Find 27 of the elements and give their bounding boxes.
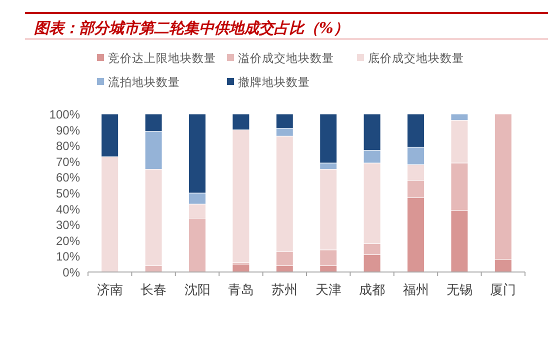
y-tick-label: 70% xyxy=(56,154,80,169)
x-tick-label: 天津 xyxy=(315,283,342,298)
x-tick-label: 厦门 xyxy=(490,282,516,298)
chart-title: 图表：部分城市第二轮集中供地成交占比（%） xyxy=(34,19,348,37)
x-tick-label: 济南 xyxy=(96,283,123,298)
y-tick-label: 80% xyxy=(56,139,80,154)
y-tick-label: 50% xyxy=(56,186,80,200)
x-tick-label: 无锡 xyxy=(446,283,472,298)
y-tick-label: 10% xyxy=(56,250,80,264)
y-tick-label: 0% xyxy=(62,266,80,280)
legend-label: 流拍地块数量 xyxy=(108,75,180,89)
y-tick-label: 20% xyxy=(56,234,80,248)
legend-label: 溢价成交地块数量 xyxy=(238,51,334,65)
y-tick-label: 40% xyxy=(56,202,80,216)
y-tick-label: 30% xyxy=(56,218,80,232)
x-tick-label: 成都 xyxy=(359,283,386,298)
x-tick-label: 青岛 xyxy=(228,283,254,298)
y-tick-label: 60% xyxy=(56,170,80,185)
y-tick-label: 100% xyxy=(49,108,80,122)
x-tick-label: 长春 xyxy=(140,283,167,298)
x-tick-label: 福州 xyxy=(402,283,429,298)
y-tick-label: 90% xyxy=(56,123,80,138)
x-tick-label: 沈阳 xyxy=(184,283,210,298)
legend-label: 底价成交地块数量 xyxy=(368,51,464,65)
legend-label: 撤牌地块数量 xyxy=(238,75,310,89)
legend-label: 竞价达上限地块数量 xyxy=(108,51,216,65)
x-tick-label: 苏州 xyxy=(272,283,298,298)
